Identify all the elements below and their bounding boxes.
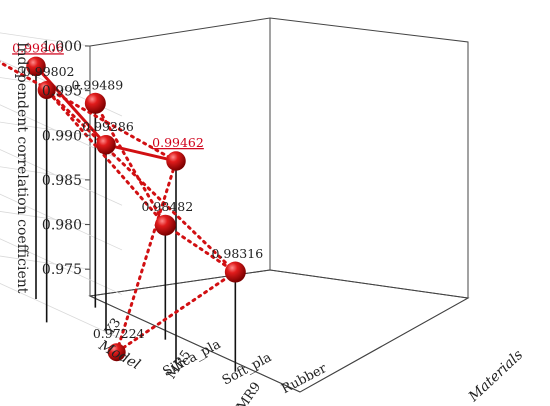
connector-line (115, 270, 237, 354)
z-tick-label: 0.990 (42, 128, 82, 144)
data-markers (26, 56, 246, 362)
z-axis-title: Independent correlation coefficient (14, 42, 30, 294)
data-label: 0.98316 (211, 246, 263, 261)
y-tick-label: Silica_pla (161, 337, 224, 380)
data-point-marker (107, 343, 126, 362)
z-tick-label: 1.000 (42, 39, 82, 55)
data-labels: 0.994890.998060.9990.984820.992860.99802… (12, 40, 263, 341)
z-tick-label: 0.995 (42, 84, 82, 100)
data-point-marker (154, 214, 176, 236)
data-point-marker (26, 56, 46, 77)
chart-frame (88, 17, 470, 393)
data-label: 0.97224 (93, 326, 145, 341)
data-label: 0.99462 (152, 135, 204, 150)
y-axis-title: Materials (465, 347, 526, 406)
z-gridline (0, 77, 123, 162)
data-point-marker (96, 135, 116, 155)
connector-line (163, 223, 237, 274)
connector-line (0, 60, 178, 163)
data-label: 0.99489 (71, 77, 123, 92)
connector-line (105, 143, 177, 163)
z-tick-label: 0.985 (42, 173, 82, 189)
data-point-marker (37, 81, 56, 100)
drop-lines (35, 66, 237, 372)
data-label: 0.99802 (23, 64, 75, 79)
connector-line (115, 159, 178, 354)
z-gridline (0, 255, 123, 340)
connector-lines (0, 60, 237, 354)
data-label: 0.98482 (141, 199, 193, 214)
y-tick-label: Soft_pla (220, 350, 274, 388)
data-label: 0.99806 (12, 40, 64, 55)
connector-line (45, 88, 167, 227)
data-point-marker (224, 261, 246, 283)
data-point-marker (84, 92, 106, 114)
data-point-marker (166, 151, 186, 171)
z-tick-label: 0.975 (42, 262, 82, 278)
z-gridline (0, 166, 123, 251)
connector-line (45, 88, 237, 274)
data-label: 0.99286 (82, 119, 134, 134)
z-tick-label: 0.980 (42, 218, 82, 234)
x-tick-label: MR9 (234, 380, 264, 406)
z-gridline (0, 211, 123, 295)
z-gridline (0, 121, 123, 206)
connector-line (34, 65, 108, 146)
